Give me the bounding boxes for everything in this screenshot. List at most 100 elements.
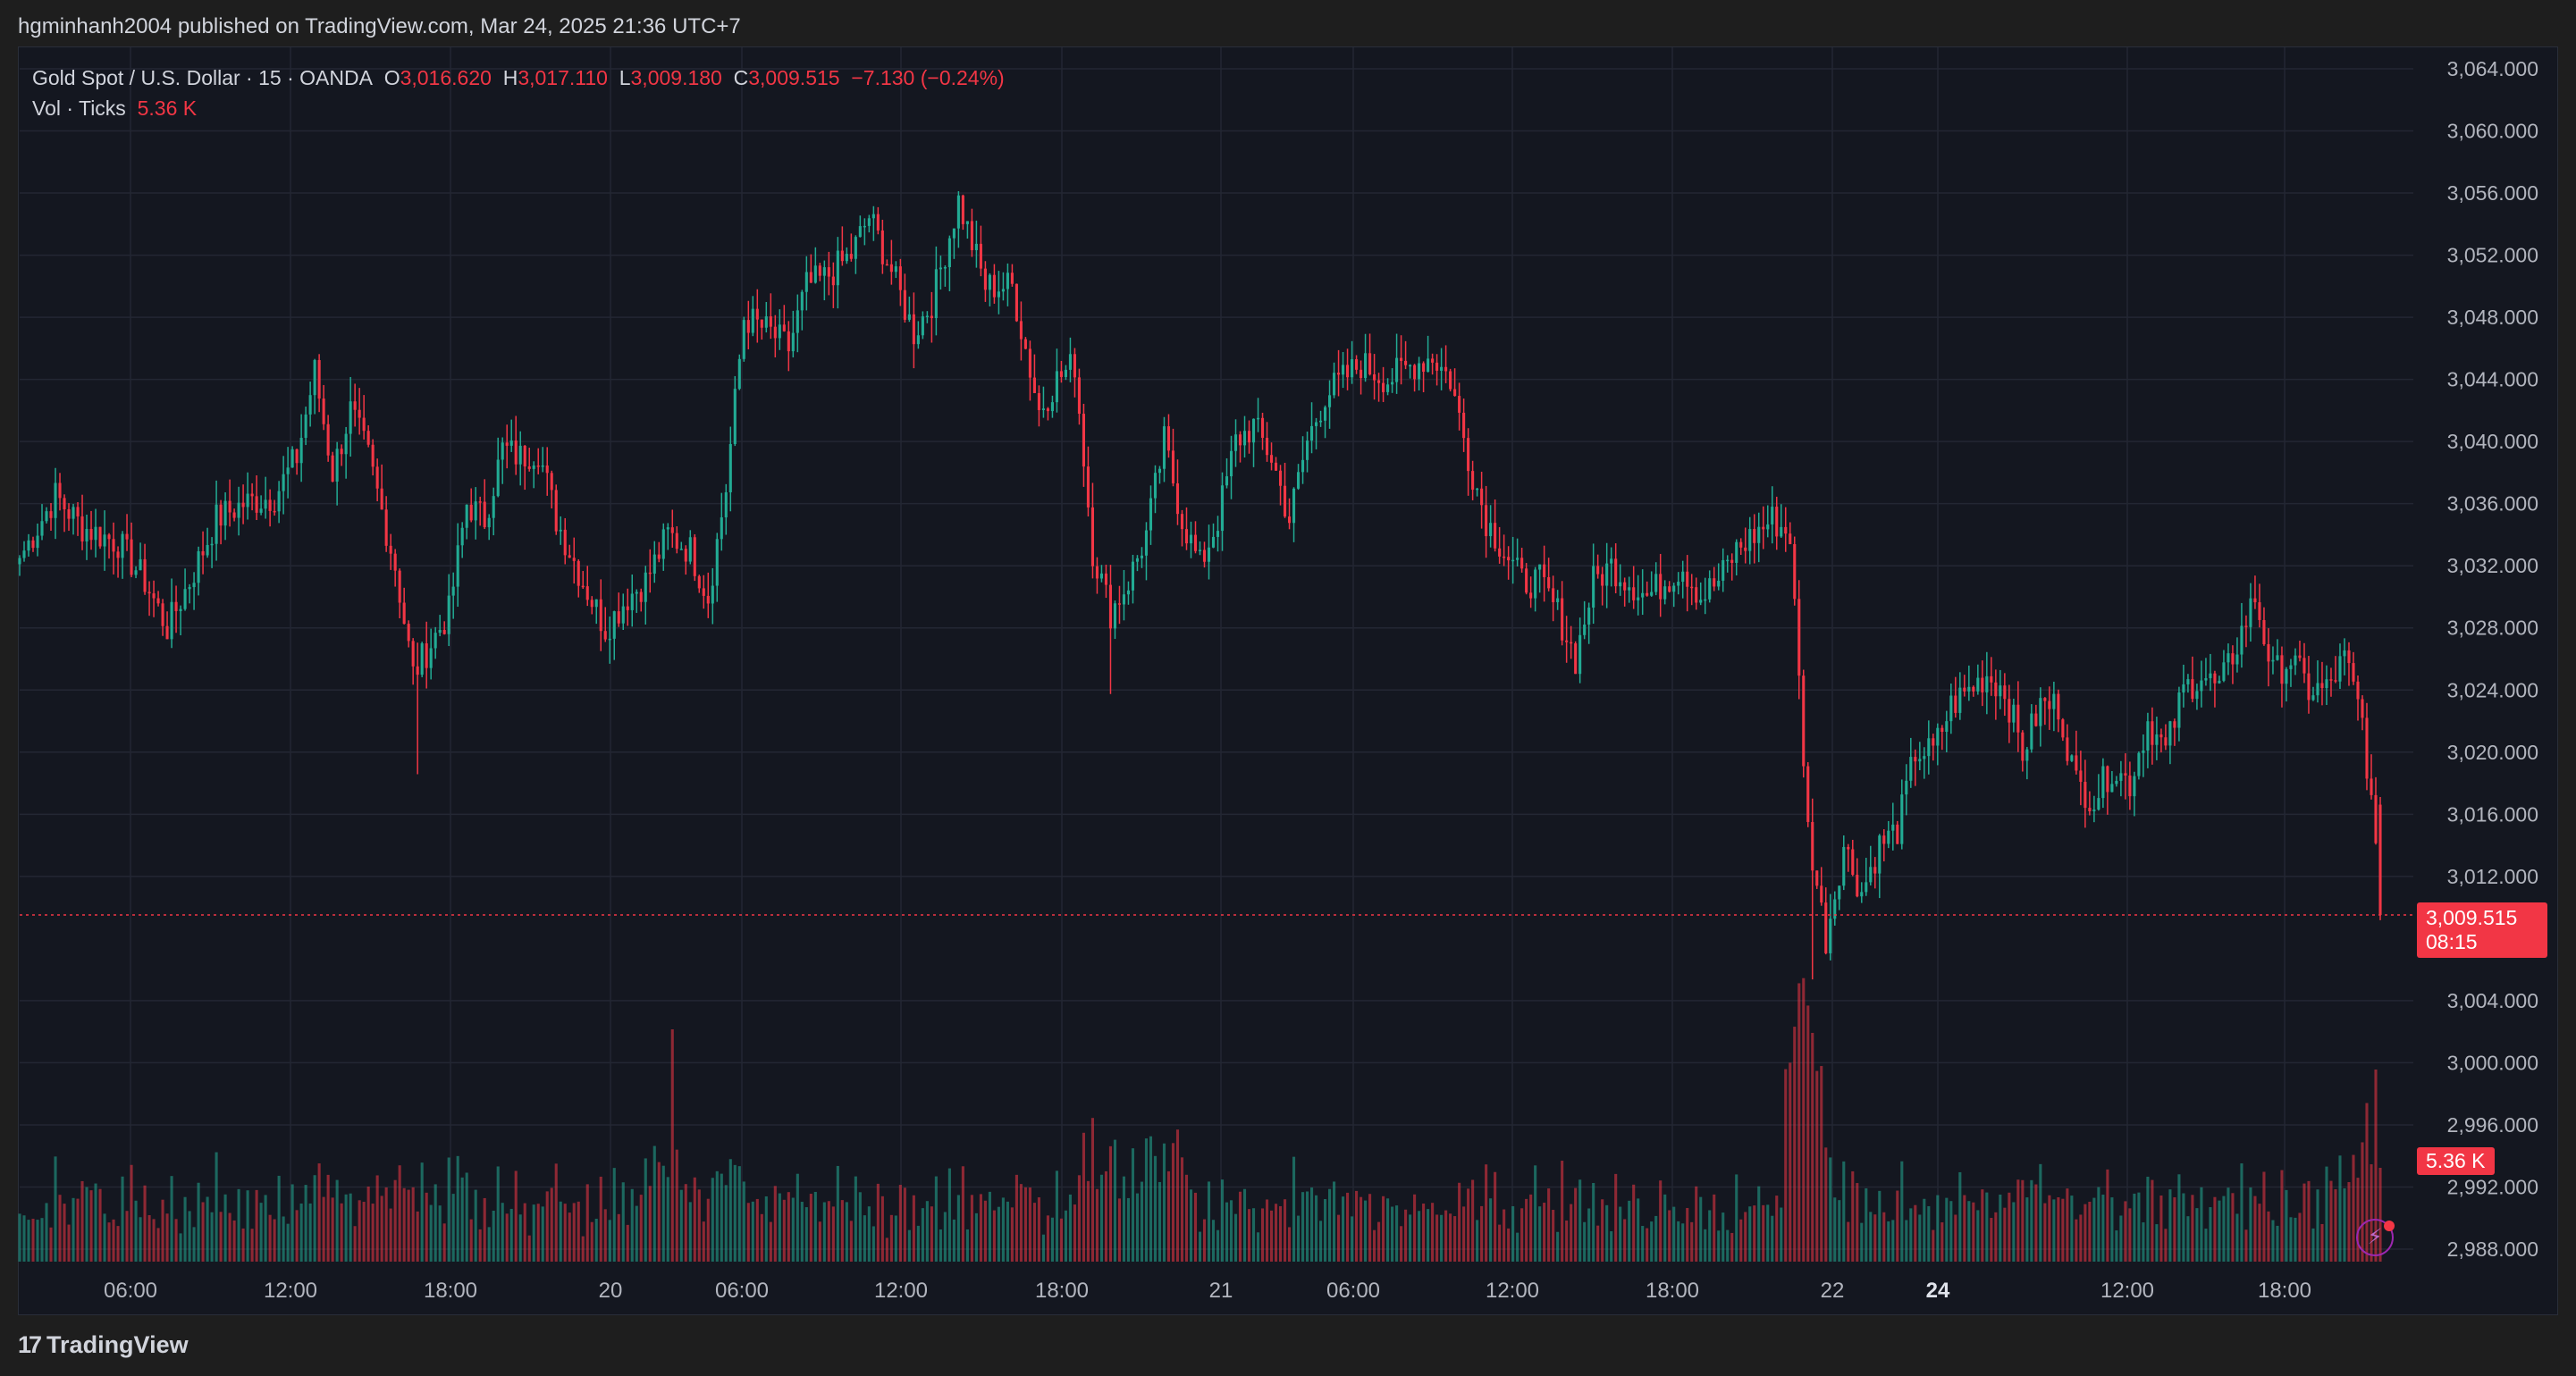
candle-body bbox=[2146, 721, 2150, 751]
volume-bar bbox=[2034, 1184, 2038, 1262]
volume-bar bbox=[63, 1204, 66, 1262]
volume-bar bbox=[407, 1189, 410, 1262]
candle-body bbox=[228, 500, 232, 513]
tradingview-logo[interactable]: 17 TradingView bbox=[18, 1331, 189, 1359]
price-tick-label: 3,000.000 bbox=[2447, 1051, 2538, 1074]
candle-body bbox=[2204, 678, 2208, 681]
volume-bar bbox=[1158, 1181, 1162, 1262]
volume-bar bbox=[232, 1220, 236, 1262]
volume-bar bbox=[1435, 1214, 1439, 1262]
volume-bar bbox=[2298, 1212, 2302, 1262]
volume-bar bbox=[2079, 1214, 2083, 1262]
volume-tag: 5.36 K bbox=[2417, 1147, 2495, 1175]
volume-bar bbox=[666, 1177, 669, 1262]
volume-label[interactable]: Vol · Ticks bbox=[32, 96, 126, 120]
candle-body bbox=[353, 401, 357, 410]
volume-bar bbox=[688, 1202, 692, 1262]
volume-bar bbox=[2352, 1154, 2355, 1262]
candle-body bbox=[474, 501, 477, 521]
candle-body bbox=[1395, 357, 1399, 382]
chart-panel[interactable] bbox=[18, 46, 2558, 1315]
candle-body bbox=[125, 533, 129, 540]
candle-body bbox=[478, 501, 482, 503]
candle-body bbox=[1351, 359, 1354, 378]
candle-body bbox=[992, 274, 996, 298]
candle-body bbox=[1292, 488, 1296, 524]
volume-bar bbox=[2003, 1207, 2007, 1262]
volume-bar bbox=[299, 1203, 303, 1262]
last-price-tag: 3,009.515 08:15 bbox=[2417, 902, 2547, 958]
lightning-icon[interactable]: ⚡ bbox=[2356, 1219, 2394, 1256]
candle-body bbox=[375, 466, 379, 489]
volume-bar bbox=[706, 1198, 710, 1262]
price-axis[interactable]: 3,064.000 3,060.000 3,056.000 3,052.000 3,04… bbox=[2447, 57, 2538, 1261]
candle-body bbox=[1838, 885, 1841, 900]
volume-bar bbox=[1981, 1189, 1984, 1262]
candle-body bbox=[188, 587, 191, 590]
candle-body bbox=[416, 666, 419, 675]
symbol-label[interactable]: Gold Spot / U.S. Dollar · 15 · OANDA bbox=[32, 66, 373, 89]
candle-body bbox=[1771, 507, 1774, 524]
volume-bar bbox=[648, 1186, 652, 1262]
candle-body bbox=[344, 433, 348, 455]
volume-bar bbox=[1990, 1218, 1993, 1262]
volume-bar bbox=[2016, 1179, 2020, 1262]
volume-bar bbox=[599, 1176, 602, 1262]
candle-body bbox=[1046, 408, 1049, 412]
volume-bar bbox=[2294, 1217, 2297, 1262]
volume-bar bbox=[1342, 1196, 1345, 1262]
volume-bar bbox=[492, 1210, 495, 1262]
volume-bar bbox=[661, 1165, 665, 1262]
volume-bar bbox=[1766, 1204, 1770, 1262]
volume-bar bbox=[2325, 1166, 2328, 1262]
volume-bar bbox=[45, 1203, 48, 1262]
volume-bar bbox=[420, 1162, 424, 1262]
volume-bar bbox=[80, 1180, 84, 1262]
price-tick-label: 3,004.000 bbox=[2447, 989, 2538, 1012]
volume-bar bbox=[796, 1173, 799, 1262]
volume-bar bbox=[1216, 1229, 1220, 1262]
volume-bar bbox=[545, 1191, 549, 1262]
candle-body bbox=[326, 424, 330, 456]
volume-bar bbox=[921, 1208, 924, 1262]
volume-bar bbox=[2173, 1196, 2176, 1262]
candle-body bbox=[1748, 529, 1752, 551]
candle-body bbox=[2276, 655, 2279, 660]
candle-body bbox=[1543, 564, 1546, 577]
candle-body bbox=[1909, 757, 1913, 781]
volume-bar bbox=[434, 1184, 437, 1262]
time-tick-label: 22 bbox=[1821, 1279, 1845, 1303]
volume-bar bbox=[183, 1196, 187, 1262]
close-value: 3,009.515 bbox=[748, 66, 840, 89]
candle-body bbox=[514, 440, 518, 465]
volume-bar bbox=[442, 1223, 446, 1262]
volume-bar bbox=[295, 1210, 299, 1262]
volume-bar bbox=[509, 1208, 513, 1262]
candle-body bbox=[898, 266, 902, 290]
candle-body bbox=[2021, 732, 2025, 761]
volume-bar bbox=[1023, 1187, 1027, 1262]
volume-bar bbox=[760, 1213, 763, 1262]
volume-bar bbox=[188, 1211, 191, 1262]
volume-bar bbox=[1046, 1215, 1049, 1262]
volume-bar bbox=[554, 1163, 558, 1262]
volume-bar bbox=[152, 1219, 156, 1262]
candle-body bbox=[1686, 571, 1689, 587]
volume-bar bbox=[18, 1213, 21, 1262]
candle-body bbox=[1229, 450, 1233, 477]
candle-body bbox=[1820, 885, 1823, 903]
volume-bar bbox=[393, 1179, 397, 1262]
time-axis[interactable]: 06:00 12:00 18:00 20 06:00 12:00 18:00 21 06:00 1… bbox=[104, 1279, 2311, 1303]
volume-bar bbox=[858, 1192, 862, 1262]
candle-body bbox=[85, 528, 88, 541]
candle-body bbox=[1494, 523, 1497, 549]
volume-bar bbox=[2061, 1198, 2065, 1262]
volume-bar bbox=[1949, 1201, 1953, 1262]
candle-body bbox=[429, 648, 433, 668]
candle-body bbox=[688, 537, 692, 562]
candle-body bbox=[1001, 289, 1005, 292]
candle-body bbox=[1976, 677, 1980, 692]
volume-bar bbox=[2191, 1195, 2194, 1262]
candle-body bbox=[1328, 395, 1332, 407]
